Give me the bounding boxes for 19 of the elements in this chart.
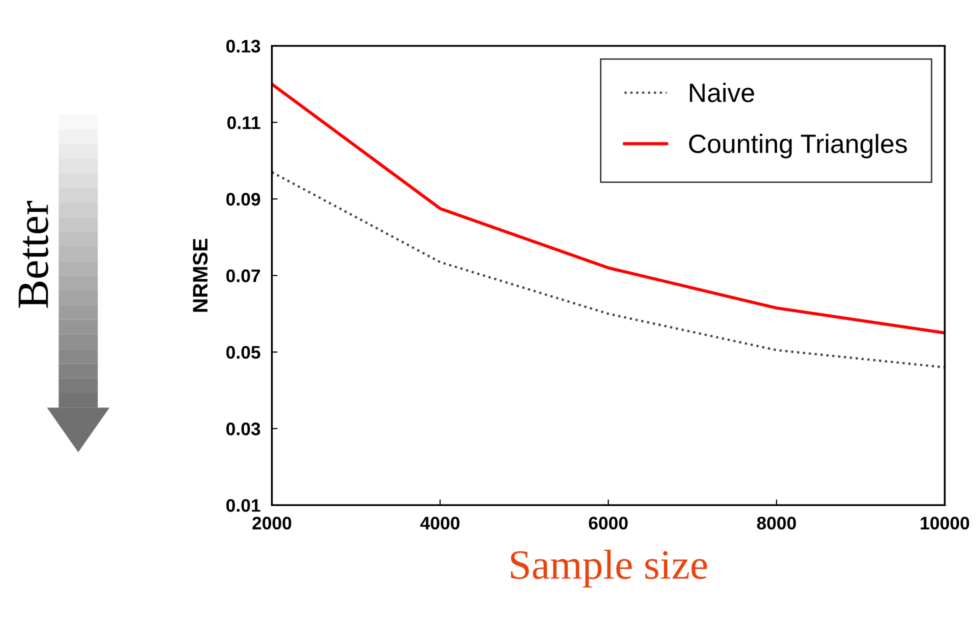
x-tick-label: 2000 — [252, 516, 292, 530]
line-series — [272, 171, 945, 368]
legend-label: Naive — [690, 82, 754, 102]
y-tick-label: 0.03 — [226, 422, 260, 436]
legend-label: Counting Triangles — [689, 134, 907, 158]
x-tick-label: 4000 — [420, 516, 460, 530]
y-tick-label: 0.01 — [226, 499, 260, 512]
y-axis-title: NRMSE — [192, 238, 208, 312]
line-series — [272, 82, 945, 334]
x-tick-label: 8000 — [757, 516, 796, 530]
y-tick-label: 0.09 — [226, 192, 260, 206]
y-tick-label: 0.13 — [226, 40, 260, 53]
y-tick-label: 0.11 — [227, 116, 260, 130]
x-tick-label: 6000 — [588, 516, 628, 530]
y-tick-label: 0.05 — [226, 346, 260, 359]
y-tick-label: 0.07 — [226, 269, 260, 282]
x-axis-title: Sample size — [511, 550, 707, 588]
x-tick-label: 10000 — [920, 516, 970, 530]
text: Better — [18, 200, 48, 308]
